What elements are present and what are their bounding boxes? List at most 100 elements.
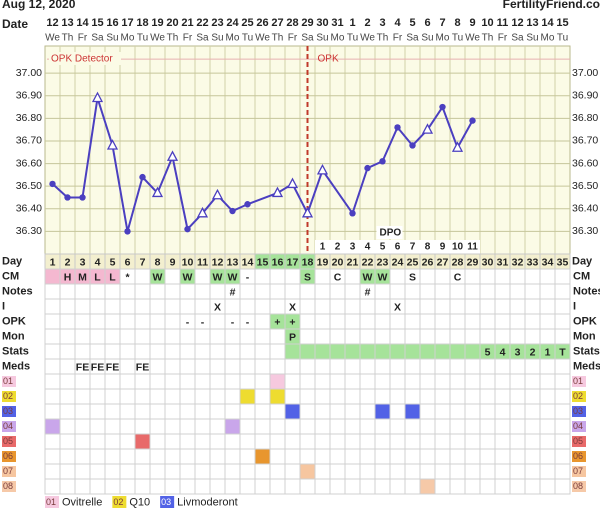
weekday: Mo [121,33,135,44]
table-cell [59,418,76,435]
table-cell [479,283,496,300]
temperature-point [469,117,476,124]
table-cell [524,328,541,345]
table-cell [449,403,466,420]
table-cell [209,328,226,345]
table-cell [434,283,451,300]
weekday: Fr [78,33,88,44]
cell-text: L [109,271,116,283]
temperature-point [379,158,386,165]
table-cell [359,313,376,330]
table-cell [209,358,226,375]
cell-text: * [125,271,130,283]
table-cell [434,298,451,315]
table-cell [359,478,376,495]
table-cell [74,433,91,450]
table-cell [404,373,421,390]
dpo-cell [345,240,360,254]
table-cell [434,463,451,480]
row-label: 04 [3,421,13,431]
weekday: Sa [91,33,104,44]
table-cell [359,328,376,345]
table-cell [104,433,121,450]
table-cell [494,388,511,405]
date: 12 [46,17,58,29]
day-number: 29 [467,256,479,268]
table-cell [179,478,196,495]
table-cell [299,388,316,405]
temperature-point [439,103,446,111]
cell-text: T [559,346,566,358]
table-cell [494,448,511,465]
table-cell [344,298,361,315]
table-cell [449,328,466,345]
table-cell [464,373,481,390]
table-cell [209,373,226,390]
table-cell [404,433,421,450]
table-cell [134,313,151,330]
table-cell [434,433,451,450]
table-cell [494,313,511,330]
table-cell [479,478,496,495]
table-cell [194,268,211,285]
table-cell [419,463,436,480]
table-cell [494,463,511,480]
date: 16 [106,17,118,29]
table-cell [164,448,181,465]
weekday: Su [421,33,433,44]
table-cell [104,478,121,495]
table-cell [404,448,421,465]
table-cell [119,388,136,405]
cell-text: - [246,271,250,283]
table-cell [149,358,166,375]
cell-text: # [365,286,371,298]
table-cell [269,373,286,390]
table-cell [419,418,436,435]
table-cell [284,373,301,390]
row-label-bg-right [572,406,586,417]
table-cell [404,313,421,330]
day-number: 28 [452,256,464,268]
temperature-point [421,123,434,134]
table-cell [494,358,511,375]
table-cell [359,298,376,315]
table-cell [164,283,181,300]
table-cell [524,313,541,330]
table-cell [479,373,496,390]
table-cell [194,298,211,315]
table-cell [464,448,481,465]
dpo-number: 9 [440,242,446,253]
table-cell [524,388,541,405]
table-cell [434,373,451,390]
cell-text: M [78,271,87,283]
table-cell [539,268,556,285]
table-cell [134,283,151,300]
table-cell [464,313,481,330]
table-cell [329,463,346,480]
day-number: 15 [257,256,269,268]
table-cell [554,448,571,465]
day-number: 26 [422,256,434,268]
row-label: 06 [3,451,13,461]
table-cell [509,448,526,465]
cell-text: - [246,316,250,328]
table-cell [149,478,166,495]
table-cell [134,478,151,495]
table-cell [89,328,106,345]
table-cell [104,448,121,465]
table-cell [314,358,331,375]
table-cell [389,433,406,450]
table-cell [269,358,286,375]
date: 13 [61,17,73,29]
row-label: Notes [2,285,33,297]
y-tick-label: 37.00 [16,67,42,79]
table-cell [464,388,481,405]
row-label-bg-right [572,421,586,432]
table-cell [149,343,166,360]
legend-code: 02 [113,497,123,507]
weekday: We [150,33,165,44]
day-number: 18 [302,256,314,268]
table-cell [209,388,226,405]
table-cell [524,463,541,480]
day-number: 35 [557,256,569,268]
